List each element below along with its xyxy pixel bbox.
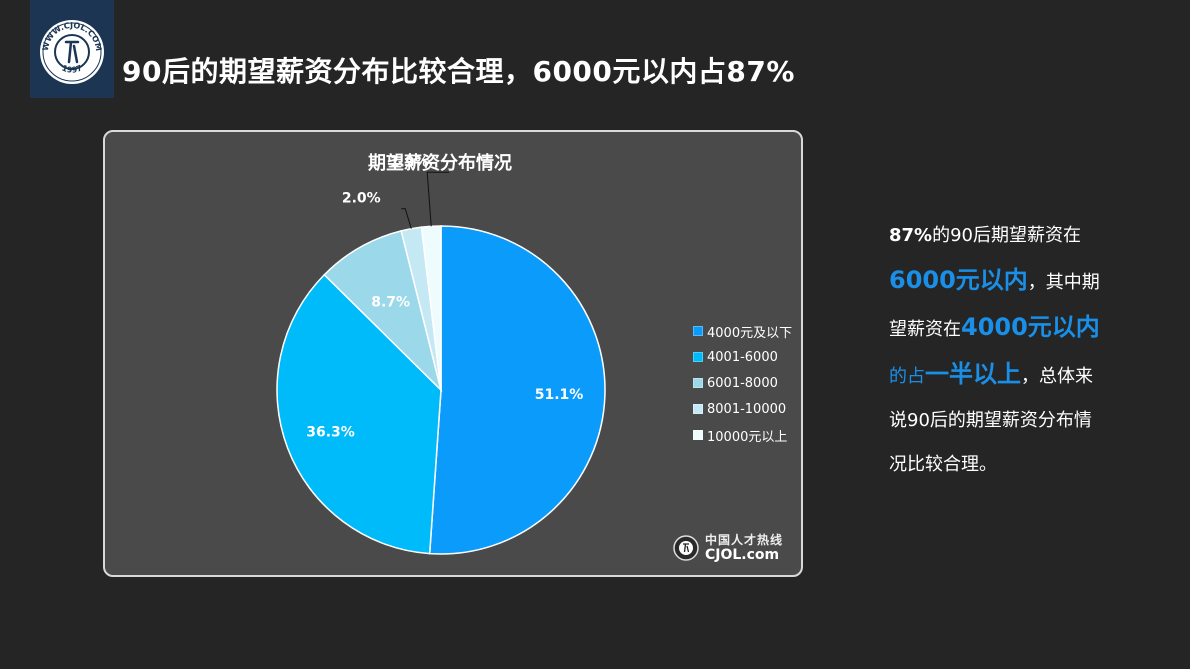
legend-item-4: 8001-10000 bbox=[693, 396, 792, 422]
leader-line-4 bbox=[401, 208, 412, 229]
pie-slice-5 bbox=[420, 225, 442, 391]
page-title: 90后的期望薪资分布比较合理，6000元以内占87% bbox=[122, 55, 795, 88]
svg-text:1997: 1997 bbox=[60, 63, 83, 74]
data-label-5: 1.9% bbox=[390, 154, 429, 170]
summary-6000: 6000元以内 bbox=[889, 266, 1028, 294]
legend-item-1: 4000元及以下 bbox=[693, 318, 792, 344]
legend-label: 4001-6000 bbox=[707, 349, 778, 365]
legend-swatch bbox=[693, 352, 703, 362]
legend-swatch bbox=[693, 326, 703, 336]
watermark-cn: 中国人才热线 bbox=[705, 533, 784, 547]
summary-87: 87% bbox=[889, 225, 933, 246]
watermark-logo-icon bbox=[673, 535, 699, 561]
watermark-en: CJOL.com bbox=[705, 547, 780, 563]
legend-label: 10000元以上 bbox=[707, 429, 788, 445]
chart-panel: 期望薪资分布情况 51.1% 36.3% 8.7% 2.0% 1.9% 4000元及以下… bbox=[103, 130, 803, 577]
legend-label: 4000元及以下 bbox=[707, 325, 793, 341]
legend-item-5: 10000元以上 bbox=[693, 422, 792, 448]
legend-item-2: 4001-6000 bbox=[693, 344, 792, 370]
summary-line2: ，其中期 bbox=[1027, 272, 1100, 293]
legend-label: 8001-10000 bbox=[707, 401, 787, 417]
summary-half: 一半以上 bbox=[925, 360, 1021, 388]
pie-slice-3 bbox=[323, 229, 443, 393]
pie-slice-2 bbox=[276, 273, 442, 555]
data-label-1: 51.1% bbox=[535, 387, 584, 403]
summary-line6: 况比较合理。 bbox=[889, 454, 997, 475]
legend-swatch bbox=[693, 404, 703, 414]
chart-legend: 4000元及以下 4001-6000 6001-8000 8001-10000 1000… bbox=[693, 318, 792, 448]
cjol-logo: WWW.CJOL.COM 1997 bbox=[30, 0, 114, 98]
chart-title: 期望薪资分布情况 bbox=[368, 152, 512, 174]
summary-line3: 望薪资在 bbox=[889, 319, 961, 340]
legend-swatch bbox=[693, 430, 703, 440]
data-label-2: 36.3% bbox=[306, 425, 355, 441]
summary-text: 87%的90后期望薪资在 6000元以内，其中期 望薪资在4000元以内 的占一… bbox=[889, 214, 1149, 487]
legend-item-3: 6001-8000 bbox=[693, 370, 792, 396]
summary-line4: ，总体来 bbox=[1021, 366, 1093, 387]
summary-line5: 说90后的期望薪资分布情 bbox=[889, 410, 1092, 431]
legend-label: 6001-8000 bbox=[707, 375, 778, 391]
summary-line1: 的90后期望薪资在 bbox=[932, 225, 1081, 246]
legend-swatch bbox=[693, 378, 703, 388]
summary-4000: 4000元以内 bbox=[961, 313, 1100, 341]
data-label-4: 2.0% bbox=[342, 191, 381, 207]
data-label-3: 8.7% bbox=[371, 295, 410, 311]
logo-text-bottom: 1997 bbox=[60, 63, 83, 74]
watermark: 中国人才热线 CJOL.com bbox=[673, 534, 783, 562]
summary-line4-blue: 的占 bbox=[889, 366, 925, 387]
pie-chart: 期望薪资分布情况 51.1% 36.3% 8.7% 2.0% 1.9% bbox=[276, 152, 606, 555]
leader-line-5 bbox=[426, 171, 450, 227]
pie-slice-1 bbox=[428, 225, 606, 555]
